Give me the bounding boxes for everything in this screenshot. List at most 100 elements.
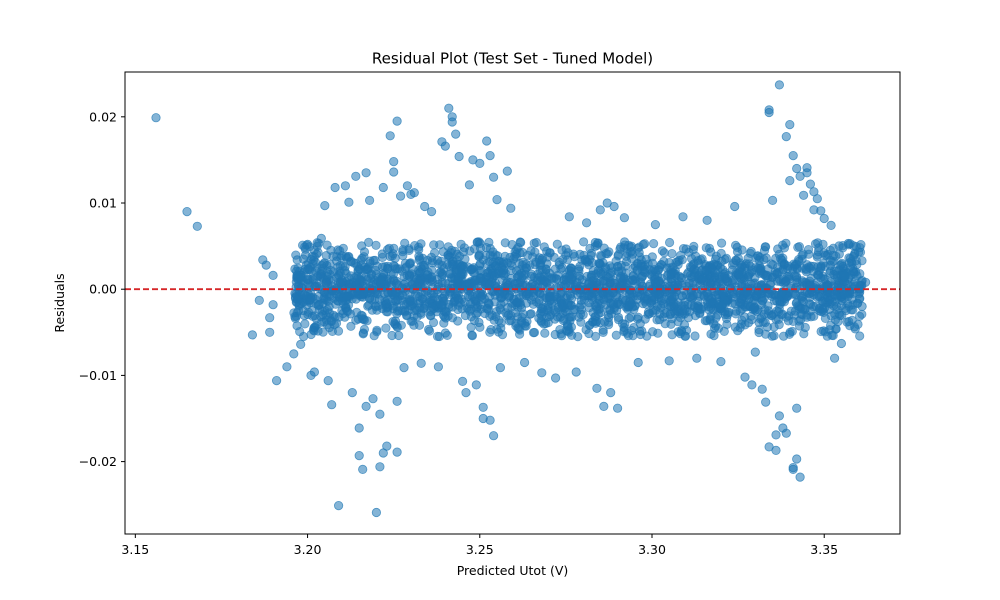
data-point <box>657 246 668 256</box>
data-point <box>761 397 771 407</box>
data-point <box>182 207 192 217</box>
data-point <box>774 295 785 306</box>
data-point <box>732 285 742 296</box>
data-point <box>298 331 309 342</box>
data-point <box>684 247 694 257</box>
data-point <box>401 310 412 321</box>
data-point <box>692 353 702 363</box>
data-point <box>763 306 774 316</box>
data-point <box>537 368 547 378</box>
data-point <box>552 274 562 284</box>
data-point <box>802 168 812 178</box>
data-point <box>784 329 795 339</box>
data-point <box>781 238 791 248</box>
data-point <box>443 250 453 260</box>
x-tick-label: 3.20 <box>294 542 322 557</box>
data-point <box>475 273 485 284</box>
data-point <box>458 247 469 257</box>
data-point <box>507 298 517 308</box>
data-point <box>299 290 309 300</box>
data-point <box>488 431 499 441</box>
data-point <box>425 310 435 320</box>
data-point <box>290 313 300 323</box>
data-point <box>695 304 705 314</box>
data-point <box>788 151 798 161</box>
data-point <box>476 266 486 276</box>
data-point <box>635 318 645 329</box>
data-point <box>737 293 747 304</box>
data-point <box>830 290 840 300</box>
data-point <box>447 117 457 127</box>
data-point <box>358 464 368 474</box>
data-point <box>531 237 542 248</box>
outlier-points <box>151 80 871 518</box>
data-point <box>343 306 353 317</box>
data-point <box>296 339 306 349</box>
data-point <box>398 251 408 261</box>
data-point <box>689 271 699 281</box>
y-tick-label: 0.00 <box>89 282 117 297</box>
data-point <box>557 331 567 341</box>
data-point <box>644 308 655 319</box>
data-point <box>642 331 652 341</box>
data-point <box>523 250 533 260</box>
data-point <box>409 188 419 198</box>
data-point <box>592 240 602 250</box>
data-point <box>438 293 448 303</box>
y-axis-label: Residuals <box>52 273 67 332</box>
data-point <box>414 320 425 330</box>
data-point <box>595 276 605 286</box>
data-point <box>731 306 741 316</box>
data-point <box>565 291 576 301</box>
data-point <box>728 275 738 285</box>
data-point <box>247 330 257 340</box>
data-point <box>534 295 544 305</box>
data-point <box>325 291 335 301</box>
data-point <box>346 321 356 331</box>
data-point <box>820 302 830 313</box>
data-point <box>579 295 589 305</box>
data-point <box>649 264 659 275</box>
data-point <box>422 255 433 265</box>
data-point <box>732 242 742 252</box>
data-point <box>333 500 344 511</box>
data-point <box>760 317 770 328</box>
data-point <box>740 372 750 382</box>
data-point <box>358 328 368 338</box>
data-point <box>626 253 637 263</box>
data-point <box>529 327 540 338</box>
data-point <box>427 277 438 287</box>
data-point <box>386 280 397 290</box>
data-point <box>290 293 301 304</box>
data-point <box>415 267 425 277</box>
data-point <box>470 281 480 291</box>
data-point <box>392 396 402 406</box>
data-point <box>793 242 803 252</box>
data-point <box>519 357 530 368</box>
data-point <box>464 180 474 190</box>
data-point <box>363 237 374 247</box>
data-point <box>819 213 829 224</box>
data-point <box>323 375 333 386</box>
y-tick-label: −0.02 <box>79 454 117 469</box>
data-point <box>633 357 643 368</box>
data-point <box>510 307 520 318</box>
data-point <box>368 394 378 404</box>
data-point <box>440 278 450 288</box>
data-point <box>482 136 492 146</box>
data-point <box>484 279 495 289</box>
data-point <box>542 259 552 269</box>
data-point <box>792 163 802 174</box>
data-point <box>719 269 729 279</box>
data-point <box>609 201 619 212</box>
data-point <box>359 247 370 257</box>
data-point <box>786 306 796 316</box>
data-point <box>708 318 719 329</box>
data-point <box>461 387 471 398</box>
data-point <box>600 264 611 274</box>
data-point <box>552 239 562 249</box>
data-point <box>702 215 712 225</box>
data-point <box>471 380 481 390</box>
data-point <box>569 252 580 262</box>
